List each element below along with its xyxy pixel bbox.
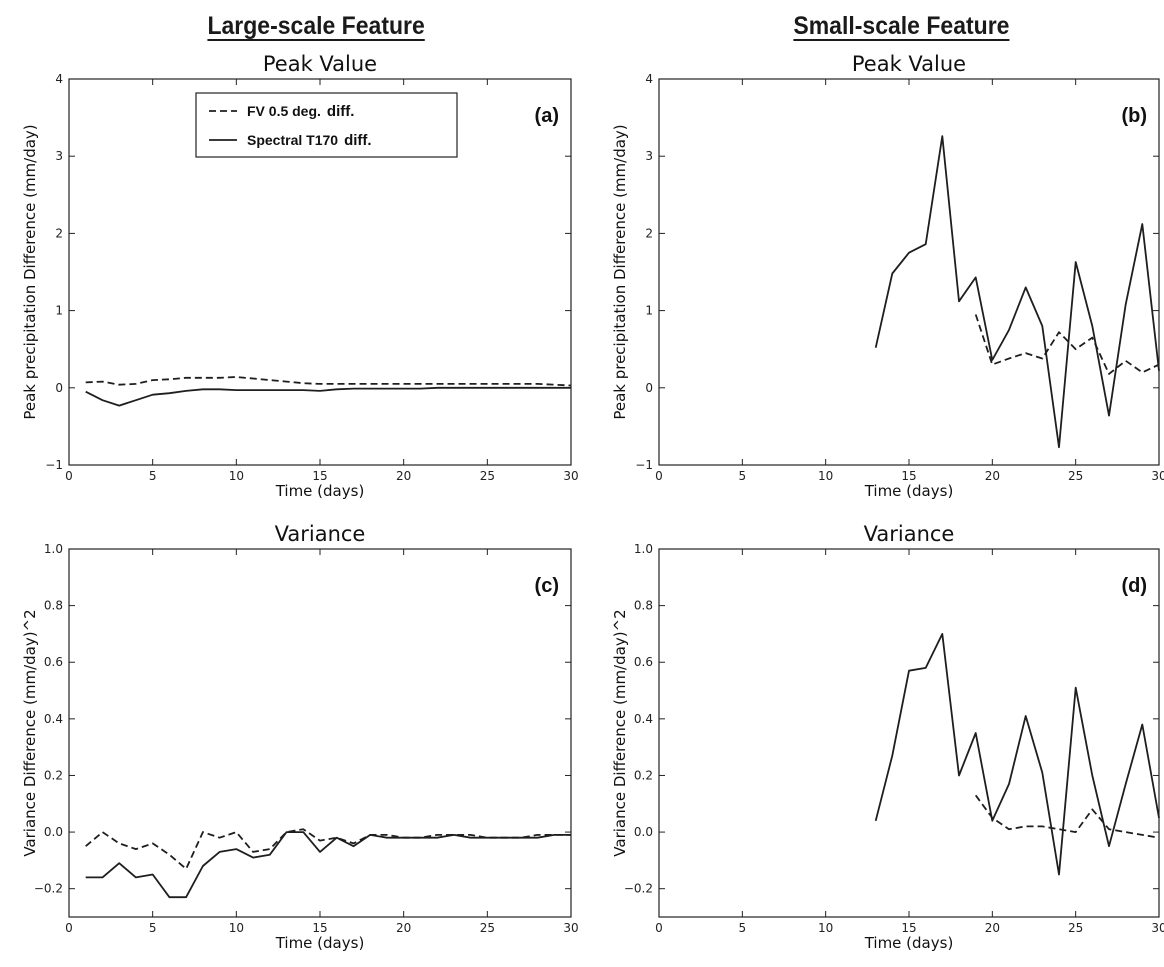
legend-label-suffix: diff. — [327, 103, 355, 120]
y-tick-label-b: 1 — [645, 304, 653, 318]
series-line-a-fv-0-5-deg — [85, 376, 572, 387]
y-tick-label-d: 0.6 — [634, 655, 653, 669]
y-tick-label-a: 1 — [55, 304, 63, 318]
x-tick-label-b: 20 — [985, 469, 1000, 483]
series-line-c-fv-0-5-deg — [85, 828, 571, 870]
chart-title-d: Variance — [864, 522, 955, 546]
y-tick-label-d: 1.0 — [634, 542, 653, 556]
x-tick-label-a: 20 — [396, 469, 411, 483]
y-tick-label-a: 3 — [55, 149, 63, 163]
y-tick-label-c: 0.4 — [44, 712, 63, 726]
y-tick-label-c: 0.8 — [44, 599, 63, 613]
x-tick-label-c: 0 — [65, 921, 73, 935]
legend-label-suffix: diff. — [344, 132, 372, 149]
x-axis-label-c: Time (days) — [275, 934, 365, 952]
panel-label-c: (c) — [535, 575, 559, 597]
plot-frame-b — [658, 78, 1160, 466]
x-tick-label-d: 20 — [985, 921, 1000, 935]
x-tick-label-c: 15 — [312, 921, 327, 935]
x-tick-label-a: 30 — [563, 469, 578, 483]
y-axis-label-c: Variance Difference (mm/day)^2 — [21, 609, 39, 856]
y-tick-label-d: 0.8 — [634, 599, 653, 613]
x-tick-label-d: 25 — [1068, 921, 1083, 935]
x-tick-label-d: 0 — [655, 921, 663, 935]
x-tick-label-a: 5 — [149, 469, 157, 483]
y-tick-label-d: −0.2 — [624, 882, 653, 896]
y-tick-label-b: 0 — [645, 381, 653, 395]
panel-label-a: (a) — [535, 105, 559, 127]
y-tick-label-c: 0.2 — [44, 768, 63, 782]
y-tick-label-a: −1 — [45, 458, 63, 472]
x-tick-label-c: 5 — [149, 921, 157, 935]
chart-title-c: Variance — [275, 522, 366, 546]
y-tick-label-c: 1.0 — [44, 542, 63, 556]
chart-title-a: Peak Value — [263, 52, 377, 76]
y-tick-label-b: 4 — [645, 72, 653, 86]
y-tick-label-a: 0 — [55, 381, 63, 395]
plot-frame-c — [68, 548, 572, 918]
series-line-b-spectral-t170 — [874, 135, 1160, 449]
legend: FV 0.5 deg. diff. Spectral T170 diff. — [195, 92, 458, 158]
plot-frame-a — [68, 78, 572, 466]
header-small-scale: Small-scale Feature — [793, 12, 1010, 40]
legend-box — [195, 92, 458, 158]
y-axis-label-a: Peak precipitation Difference (mm/day) — [21, 124, 39, 419]
x-tick-label-a: 0 — [65, 469, 73, 483]
x-tick-label-a: 25 — [480, 469, 495, 483]
series-line-c-spectral-t170 — [85, 831, 571, 899]
y-axis-label-b: Peak precipitation Difference (mm/day) — [611, 124, 629, 419]
chart-title-b: Peak Value — [852, 52, 966, 76]
legend-label-solid: Spectral T170 diff. — [247, 132, 372, 149]
series-line-b-fv-0-5-deg — [974, 314, 1160, 375]
y-tick-label-b: 2 — [645, 226, 653, 240]
x-tick-label-d: 10 — [818, 921, 833, 935]
series-line-d-spectral-t170 — [874, 633, 1160, 876]
header-large-scale: Large-scale Feature — [207, 12, 425, 40]
legend-label-text: FV 0.5 deg. — [247, 103, 321, 119]
series-line-a-spectral-t170 — [85, 386, 571, 407]
x-tick-label-d: 15 — [901, 921, 916, 935]
y-tick-label-c: 0.6 — [44, 655, 63, 669]
legend-label-dashed: FV 0.5 deg. diff. — [247, 103, 354, 120]
chart-panel-c: Variance 0 5 10 15 20 25 30 −0.2 0.0 0.2 0.4 0.6 0.8 1… — [21, 522, 579, 952]
x-tick-label-c: 25 — [480, 921, 495, 935]
x-tick-label-a: 10 — [229, 469, 244, 483]
x-tick-label-b: 5 — [739, 469, 747, 483]
x-tick-label-c: 30 — [563, 921, 578, 935]
y-tick-label-b: −1 — [635, 458, 653, 472]
y-tick-label-b: 3 — [645, 149, 653, 163]
y-tick-label-a: 2 — [55, 226, 63, 240]
plot-frame-d — [658, 548, 1160, 918]
y-tick-label-d: 0.0 — [634, 825, 653, 839]
y-axis-label-d: Variance Difference (mm/day)^2 — [611, 609, 629, 856]
x-tick-label-b: 0 — [655, 469, 663, 483]
x-tick-label-d: 5 — [739, 921, 747, 935]
x-tick-label-b: 15 — [901, 469, 916, 483]
x-tick-label-b: 30 — [1151, 469, 1164, 483]
x-tick-label-d: 30 — [1151, 921, 1164, 935]
x-tick-label-a: 15 — [312, 469, 327, 483]
x-axis-label-d: Time (days) — [864, 934, 954, 952]
y-tick-label-c: 0.0 — [44, 825, 63, 839]
x-axis-label-a: Time (days) — [275, 482, 365, 500]
y-tick-label-d: 0.4 — [634, 712, 653, 726]
x-tick-label-c: 10 — [229, 921, 244, 935]
y-tick-label-a: 4 — [55, 72, 63, 86]
y-tick-label-c: −0.2 — [34, 882, 63, 896]
x-tick-label-c: 20 — [396, 921, 411, 935]
x-axis-label-b: Time (days) — [864, 482, 954, 500]
panel-label-b: (b) — [1121, 105, 1147, 127]
chart-panel-d: Variance 0 5 10 15 20 25 30 −0.2 0.0 0.2 0.4 0.6 0.8 1… — [611, 522, 1164, 952]
panel-label-d: (d) — [1121, 575, 1147, 597]
y-tick-label-d: 0.2 — [634, 768, 653, 782]
series-line-d-fv-0-5-deg — [974, 794, 1160, 839]
x-tick-label-b: 10 — [818, 469, 833, 483]
x-tick-label-b: 25 — [1068, 469, 1083, 483]
legend-label-text: Spectral T170 — [247, 132, 338, 148]
